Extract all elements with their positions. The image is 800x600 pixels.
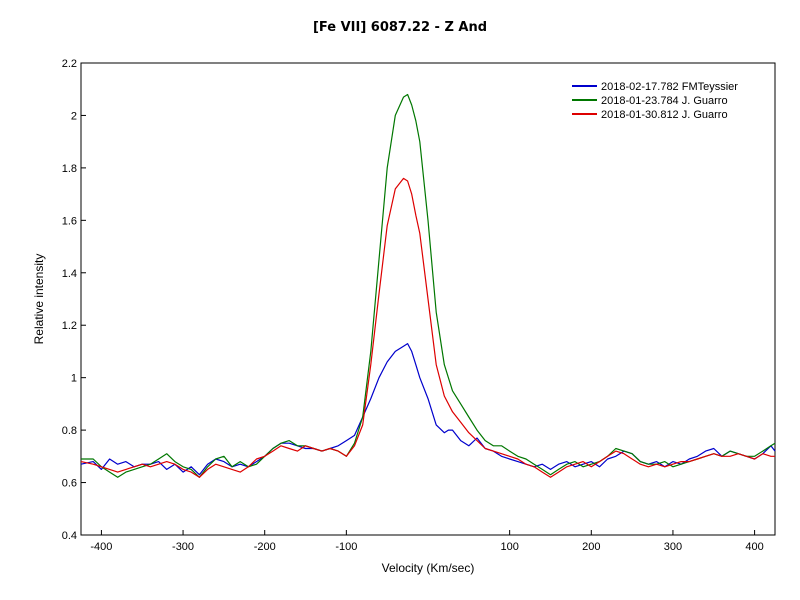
y-tick-label: 0.8	[62, 425, 77, 437]
y-tick-label: 1	[71, 373, 77, 385]
x-axis-label: Velocity (Km/sec)	[382, 561, 475, 575]
x-tick-label: 200	[582, 541, 600, 553]
x-tick-label: -200	[254, 541, 276, 553]
legend: 2018-02-17.782 FMTeyssier 2018-01-23.784 …	[572, 81, 738, 121]
x-tick-label: -400	[90, 541, 112, 553]
x-tick-label: 300	[664, 541, 682, 553]
y-axis-label: Relative intensity	[32, 254, 46, 345]
chart-title: [Fe VII] 6087.22 - Z And	[313, 20, 487, 35]
y-axis: 0.4 0.6 0.8 1 1.2 1.4 1.6 1.8 2 2.2	[62, 58, 86, 542]
legend-label: 2018-01-30.812 J. Guarro	[601, 109, 728, 121]
y-tick-label: 1.4	[62, 268, 77, 280]
x-tick-label: 100	[500, 541, 518, 553]
series-line-1	[81, 93, 776, 478]
y-tick-label: 0.6	[62, 478, 77, 490]
series-lines	[80, 93, 776, 478]
y-tick-label: 0.4	[62, 530, 77, 542]
x-tick-label: -300	[172, 541, 194, 553]
y-tick-label: 1.6	[62, 215, 77, 227]
y-tick-label: 1.2	[62, 320, 77, 332]
legend-label: 2018-02-17.782 FMTeyssier	[601, 81, 738, 93]
legend-label: 2018-01-23.784 J. Guarro	[601, 95, 728, 107]
y-tick-label: 2.2	[62, 58, 77, 70]
x-axis: -400 -300 -200 -100 100 200 300 400	[90, 530, 764, 553]
y-tick-label: 2	[71, 110, 77, 122]
x-tick-label: 400	[745, 541, 763, 553]
y-tick-label: 1.8	[62, 163, 77, 175]
x-tick-label: -100	[335, 541, 357, 553]
series-line-2	[80, 177, 775, 478]
